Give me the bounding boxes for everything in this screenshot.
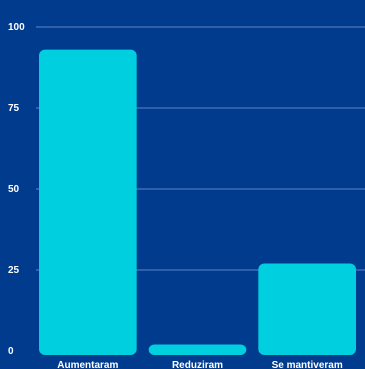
y-tick-label: 75 <box>8 103 20 114</box>
y-tick-label: 50 <box>8 184 20 195</box>
bar-aumentaram <box>39 49 137 356</box>
y-axis-ticks: 0 25 50 75 100 <box>8 22 25 357</box>
y-tick-label: 25 <box>8 265 20 276</box>
x-category-label: Se mantiveram <box>272 360 343 369</box>
bars <box>39 49 356 356</box>
y-tick-label: 0 <box>8 346 14 357</box>
x-category-label: Aumentaram <box>57 360 118 369</box>
x-axis-labels: Aumentaram Reduziram Se mantiveram <box>57 360 343 369</box>
y-tick-label: 100 <box>8 22 25 33</box>
x-category-label: Reduziram <box>172 360 223 369</box>
bar-se-mantiveram <box>258 263 356 355</box>
bar-reduziram <box>148 344 247 355</box>
